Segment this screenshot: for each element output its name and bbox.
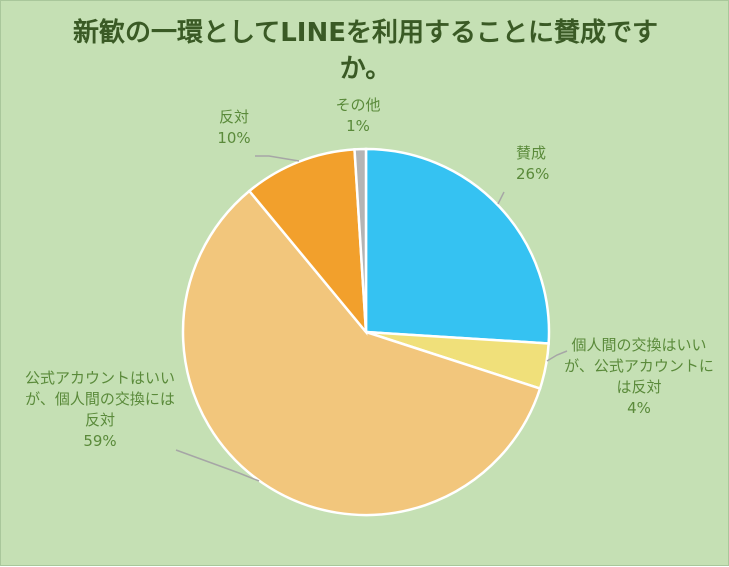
slice-percent: 4% <box>627 399 651 417</box>
slice-name: 個人間の交換はいいが、公式アカウントには反対 <box>564 336 714 396</box>
slice-label-against: 反対 10% <box>209 107 259 149</box>
slice-label-other: その他 1% <box>327 95 389 137</box>
slice-label-official-ok: 公式アカウントはいいが、個人間の交換には反対 59% <box>25 368 175 452</box>
slice-against <box>247 148 368 336</box>
slice-name: その他 <box>335 96 381 114</box>
slice-official-ok <box>181 189 542 517</box>
slice-label-individual-ok: 個人間の交換はいいが、公式アカウントには反対 4% <box>564 335 714 419</box>
slice-agree <box>364 147 551 345</box>
leader-line-agree <box>497 191 505 205</box>
leader-line-against <box>255 155 300 162</box>
leader-line-individual-ok <box>546 350 568 362</box>
leader-line-official-ok <box>175 449 260 482</box>
slice-name: 賛成 <box>516 144 547 162</box>
slice-other <box>353 147 368 333</box>
slice-percent: 59% <box>83 432 117 450</box>
slice-percent: 26% <box>516 165 550 183</box>
chart-title: 新歓の一環としてLINEを利用することに賛成ですか。 <box>73 18 658 84</box>
slice-percent: 10% <box>217 129 251 147</box>
slice-name: 反対 <box>218 108 249 126</box>
slice-name: 公式アカウントはいいが、個人間の交換には反対 <box>25 369 176 429</box>
slice-label-agree: 賛成 26% <box>516 143 576 185</box>
slice-percent: 1% <box>346 117 370 135</box>
